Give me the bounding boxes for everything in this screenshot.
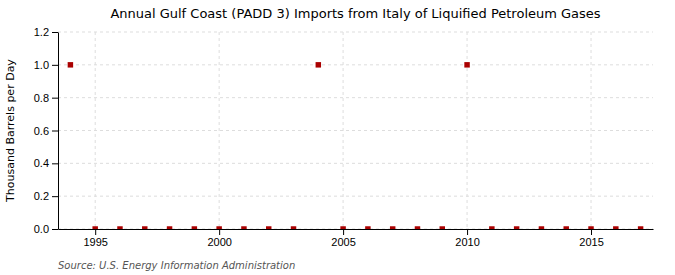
point <box>340 226 345 229</box>
x-tick-mark <box>343 229 344 235</box>
y-tick: 1.2 <box>34 26 58 38</box>
point <box>638 226 643 229</box>
x-tick: 2015 <box>579 229 603 248</box>
x-tick-label: 1995 <box>83 236 107 248</box>
y-tick: 1.0 <box>34 59 58 71</box>
title: Annual Gulf Coast (PADD 3) Imports from … <box>110 6 600 21</box>
point <box>588 226 593 229</box>
y-tick-mark <box>52 131 58 132</box>
point <box>167 226 172 229</box>
y-grid-line <box>58 64 653 65</box>
y-grid-line <box>58 163 653 164</box>
x-tick-mark <box>467 229 468 235</box>
y-tick-mark <box>52 229 58 230</box>
y-tick-label: 0.2 <box>34 190 49 202</box>
y-axis: 0.0 0.2 0.4 0.6 0.8 1.0 1.2 <box>34 26 59 235</box>
x-tick: 2010 <box>455 229 479 248</box>
x-tick: 1995 <box>83 229 107 248</box>
x-grid-line <box>95 32 96 229</box>
x-grid-line <box>343 32 344 229</box>
point <box>539 226 544 229</box>
point <box>117 226 122 229</box>
y-tick-mark <box>52 98 58 99</box>
point <box>241 226 246 229</box>
y-grid-line <box>58 97 653 98</box>
x-tick: 2005 <box>331 229 355 248</box>
point <box>390 226 395 229</box>
y-tick-label: 0.8 <box>34 92 49 104</box>
annotation: Source: U.S. Energy Information Administ… <box>58 260 295 271</box>
x-tick-mark <box>591 229 592 235</box>
x-grid-line <box>591 32 592 229</box>
points <box>68 62 644 229</box>
x-tick: 2000 <box>207 229 231 248</box>
y-tick: 0.6 <box>34 125 58 137</box>
point <box>514 226 519 229</box>
point <box>266 226 271 229</box>
y-tick-label: 0.6 <box>34 125 49 137</box>
grid <box>58 32 653 229</box>
y-tick-label: 0.0 <box>34 223 49 235</box>
point <box>415 226 420 229</box>
y-grid-line <box>58 196 653 197</box>
x-tick-mark <box>219 229 220 235</box>
x-tick-label: 2005 <box>331 236 355 248</box>
point <box>92 226 97 229</box>
x-tick-label: 2015 <box>579 236 603 248</box>
point <box>142 226 147 229</box>
y-tick: 0.4 <box>34 157 58 169</box>
y-tick: 0.2 <box>34 190 58 202</box>
point <box>68 62 73 67</box>
point <box>365 226 370 229</box>
y-tick-label: 1.2 <box>34 26 49 38</box>
x-axis-line <box>59 229 654 230</box>
y-tick-mark <box>52 32 58 33</box>
x-tick-label: 2010 <box>455 236 479 248</box>
y-grid-line <box>58 130 653 131</box>
y-tick-mark <box>52 65 58 66</box>
y-axis-line <box>58 33 59 230</box>
point <box>464 62 469 67</box>
y-tick-mark <box>52 196 58 197</box>
y-axis-label: Thousand Barrels per Day <box>4 59 17 203</box>
y-tick-label: 0.4 <box>34 157 49 169</box>
x-grid-line <box>467 32 468 229</box>
x-grid-line <box>219 32 220 229</box>
chart: 1995 2000 2005 2010 2015 0.0 0.2 0.4 0.6 0.8 1.0 1.… <box>0 0 675 275</box>
point <box>440 226 445 229</box>
point <box>316 62 321 67</box>
point <box>291 226 296 229</box>
y-tick: 0.8 <box>34 92 58 104</box>
point <box>563 226 568 229</box>
point <box>613 226 618 229</box>
point <box>216 226 221 229</box>
y-tick-label: 1.0 <box>34 59 49 71</box>
y-tick: 0.0 <box>34 223 58 235</box>
y-grid-line <box>58 32 653 33</box>
x-tick-label: 2000 <box>207 236 231 248</box>
y-tick-mark <box>52 163 58 164</box>
x-tick-mark <box>95 229 96 235</box>
plot-area: 1995 2000 2005 2010 2015 0.0 0.2 0.4 0.6 0.8 1.0 1.… <box>34 26 654 248</box>
point <box>489 226 494 229</box>
x-axis: 1995 2000 2005 2010 2015 <box>59 229 654 248</box>
point <box>192 226 197 229</box>
